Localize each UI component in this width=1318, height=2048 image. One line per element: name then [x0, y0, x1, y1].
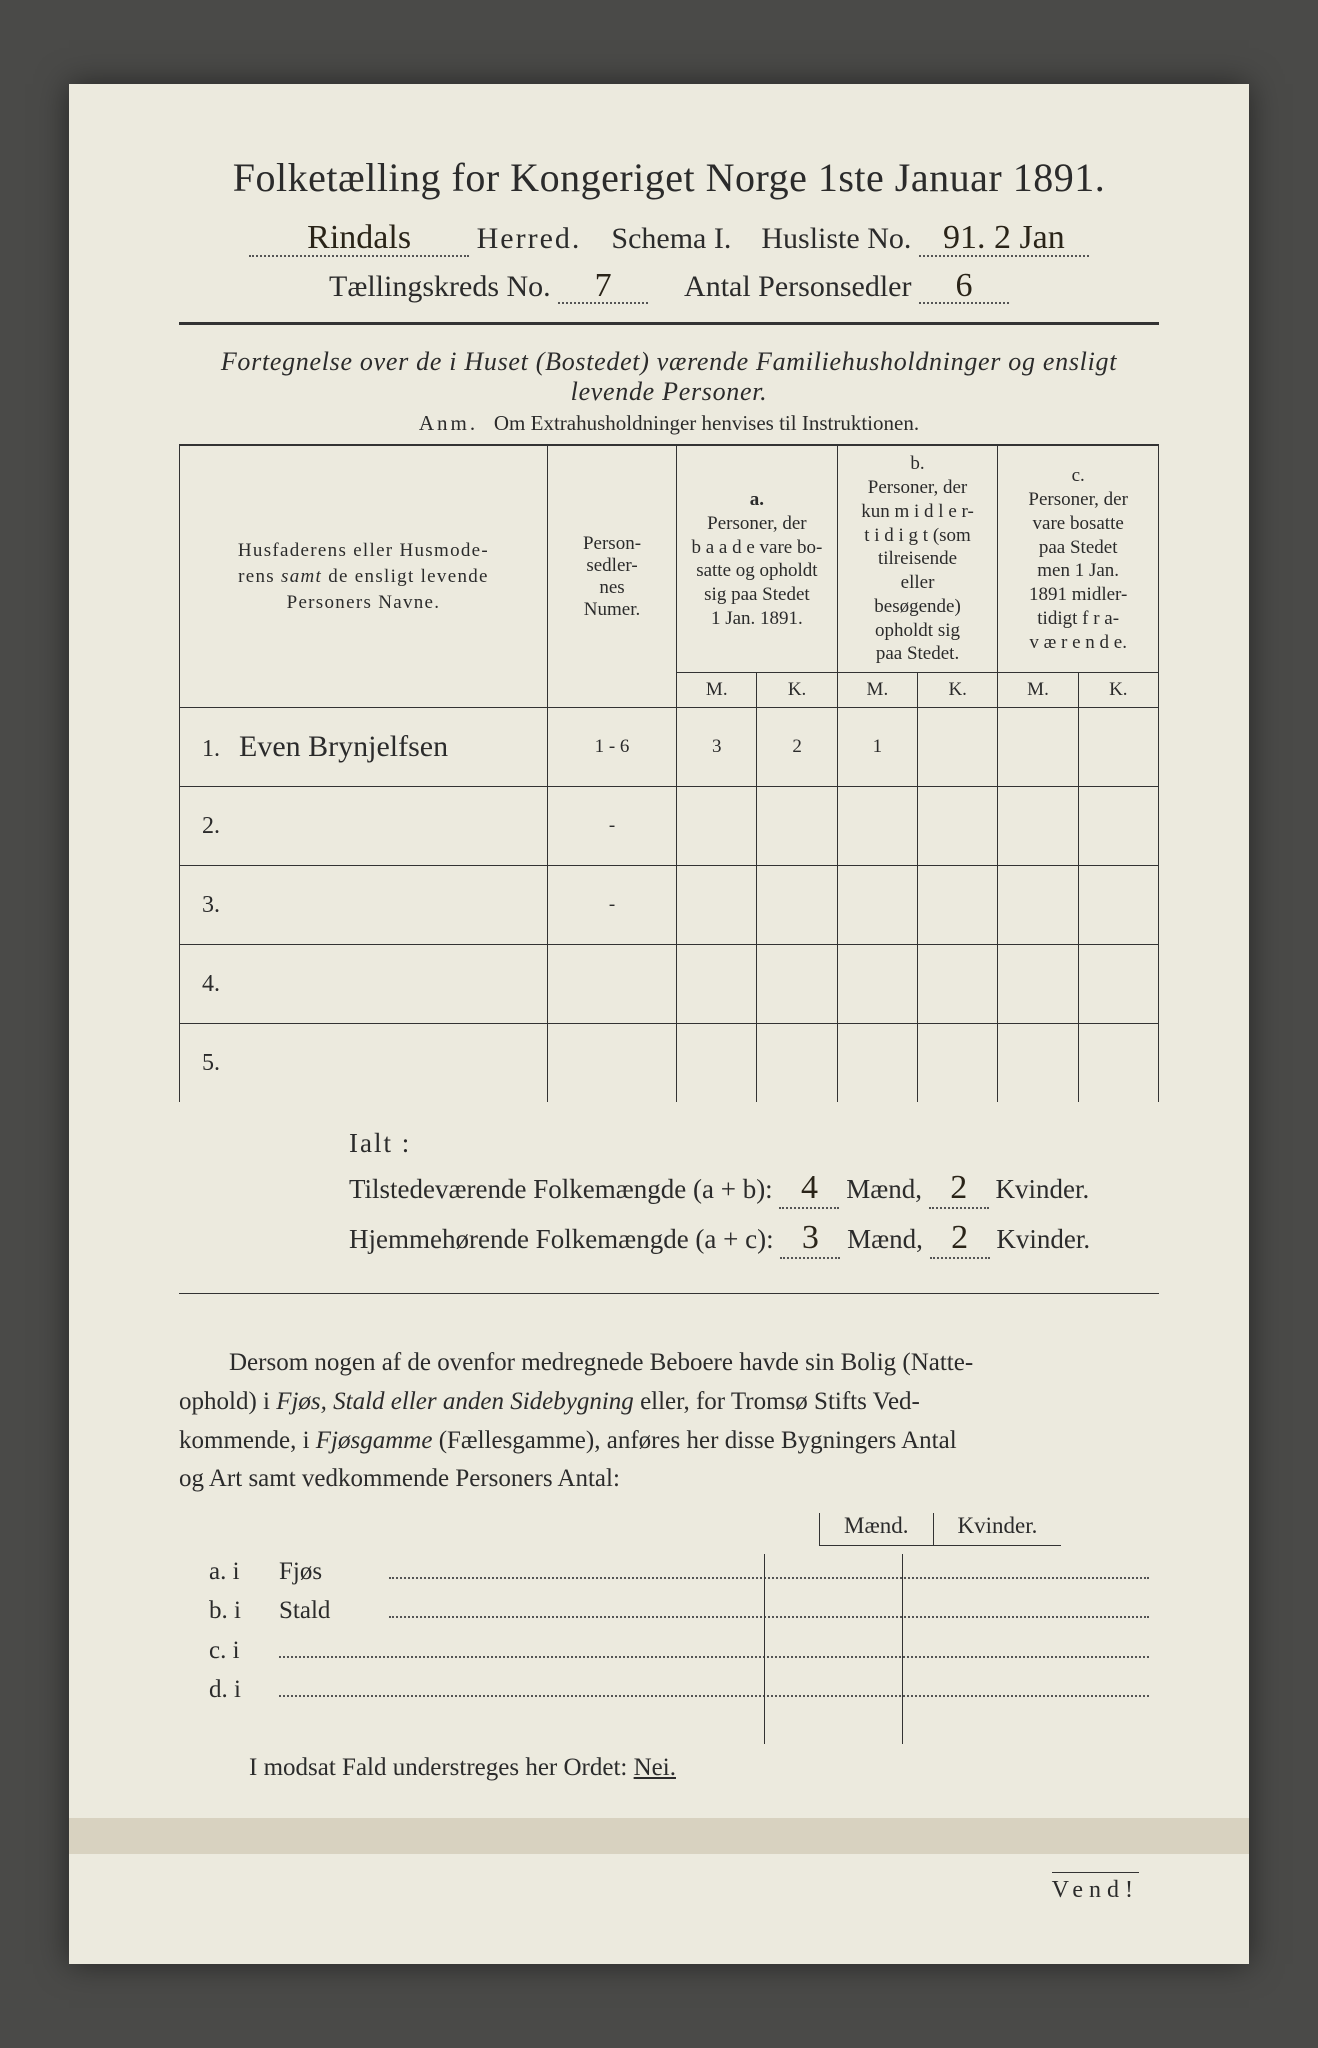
antal-value: 6	[919, 267, 1009, 305]
total-ab-label: Tilstedeværende Folkemængde (a + b):	[349, 1174, 773, 1204]
row-num: 5.	[188, 1050, 220, 1076]
col-a: a. Personer, derb a a d e vare bo-satte …	[677, 446, 838, 673]
herred-label: Herred.	[477, 222, 582, 255]
total-ab-m: 4	[779, 1169, 839, 1209]
txt-a: Fjøs	[279, 1558, 389, 1586]
header-line-2: Rindals Herred. Schema I. Husliste No. 9…	[179, 219, 1159, 257]
col-b-k: K.	[918, 673, 998, 708]
kreds-label: Tællingskreds No.	[329, 270, 551, 303]
divider	[179, 322, 1159, 325]
row-num: 2.	[188, 813, 220, 839]
col-b-m: M.	[837, 673, 917, 708]
txt-b: Stald	[279, 1597, 389, 1625]
kvinder-label: Kvinder.	[996, 1224, 1090, 1254]
lab-a: a. i	[209, 1558, 279, 1586]
col-a-tag: a.	[750, 489, 764, 510]
cell-bM: 1	[837, 708, 917, 787]
row-num: 3.	[188, 892, 220, 918]
col-a-k: K.	[757, 673, 837, 708]
antal-label: Antal Personsedler	[684, 270, 911, 303]
table-row: 3. -	[180, 866, 1159, 945]
cell-aM: 3	[677, 708, 757, 787]
kreds-value: 7	[558, 267, 648, 305]
col-b-tag: b.	[910, 453, 924, 474]
husliste-label: Husliste No.	[761, 222, 911, 255]
kvinder-col: Kvinder.	[933, 1513, 1062, 1546]
sub-heading: Fortegnelse over de i Huset (Bostedet) v…	[179, 347, 1159, 407]
col-numer: Person-sedler-nesNumer.	[547, 446, 676, 708]
maend-label: Mænd,	[847, 1224, 923, 1254]
col-b: b. Personer, derkun m i d l e r-t i d i …	[837, 446, 998, 673]
table-row: 5.	[180, 1024, 1159, 1103]
totals-block: Ialt : Tilstedeværende Folkemængde (a + …	[349, 1128, 1159, 1259]
husliste-value: 91. 2 Jan	[919, 219, 1089, 257]
paper-edge	[69, 1818, 1249, 1854]
col-a-m: M.	[677, 673, 757, 708]
cell-num: -	[547, 866, 676, 945]
table-row: 1. Even Brynjelfsen 1 - 6 3 2 1	[180, 708, 1159, 787]
total-line-ab: Tilstedeværende Folkemængde (a + b): 4 M…	[349, 1169, 1159, 1209]
col-c-tag: c.	[1072, 465, 1085, 486]
herred-value: Rindals	[249, 219, 469, 257]
table-row: 2. -	[180, 787, 1159, 866]
census-table: Husfaderens eller Husmode-rens samt de e…	[179, 445, 1159, 1102]
nei-text: I modsat Fald understreges her Ordet:	[249, 1754, 627, 1781]
cell-bK	[918, 708, 998, 787]
total-ab-k: 2	[929, 1169, 989, 1209]
census-form-sheet: Folketælling for Kongeriget Norge 1ste J…	[69, 84, 1249, 1964]
cell-cK	[1078, 708, 1158, 787]
ialt-label: Ialt :	[349, 1128, 1159, 1159]
cell-cM	[998, 708, 1078, 787]
vend-label: Vend!	[1052, 1872, 1139, 1904]
mk-header: Mænd. Kvinder.	[819, 1513, 1159, 1546]
lab-b: b. i	[209, 1597, 279, 1625]
nei-line: I modsat Fald understreges her Ordet: Ne…	[249, 1754, 1159, 1782]
divider-thin	[179, 1293, 1159, 1294]
row-num: 4.	[188, 971, 220, 997]
total-ac-k: 2	[930, 1219, 990, 1259]
row-person: Even Brynjelfsen	[239, 730, 448, 763]
anm-line: Anm. Om Extrahusholdninger henvises til …	[179, 411, 1159, 436]
lab-d: d. i	[209, 1676, 279, 1704]
col-names: Husfaderens eller Husmode-rens samt de e…	[180, 446, 548, 708]
col-c-k: K.	[1078, 673, 1158, 708]
mk-columns	[764, 1554, 1039, 1744]
schema-label: Schema I.	[611, 222, 731, 255]
row-num: 1.	[188, 736, 220, 762]
total-ac-m: 3	[780, 1219, 840, 1259]
form-title: Folketælling for Kongeriget Norge 1ste J…	[179, 154, 1159, 201]
row-name: 1. Even Brynjelfsen	[180, 708, 548, 787]
paragraph: Dersom nogen af de ovenfor medregnede Be…	[179, 1344, 1159, 1499]
anm-label: Anm.	[419, 411, 478, 435]
col-c-m: M.	[998, 673, 1078, 708]
kvinder-label: Kvinder.	[995, 1174, 1089, 1204]
anm-text: Om Extrahusholdninger henvises til Instr…	[494, 411, 919, 435]
cell-num: 1 - 6	[547, 708, 676, 787]
maend-label: Mænd,	[846, 1174, 922, 1204]
maend-col: Mænd.	[819, 1513, 933, 1546]
col-c: c. Personer, dervare bosattepaa Stedetme…	[998, 446, 1159, 673]
header-line-3: Tællingskreds No. 7 Antal Personsedler 6	[179, 267, 1159, 305]
cell-num: -	[547, 787, 676, 866]
table-row: 4.	[180, 945, 1159, 1024]
total-ac-label: Hjemmehørende Folkemængde (a + c):	[349, 1224, 774, 1254]
total-line-ac: Hjemmehørende Folkemængde (a + c): 3 Mæn…	[349, 1219, 1159, 1259]
lab-c: c. i	[209, 1637, 279, 1665]
nei-word: Nei.	[634, 1754, 676, 1781]
cell-aK: 2	[757, 708, 837, 787]
